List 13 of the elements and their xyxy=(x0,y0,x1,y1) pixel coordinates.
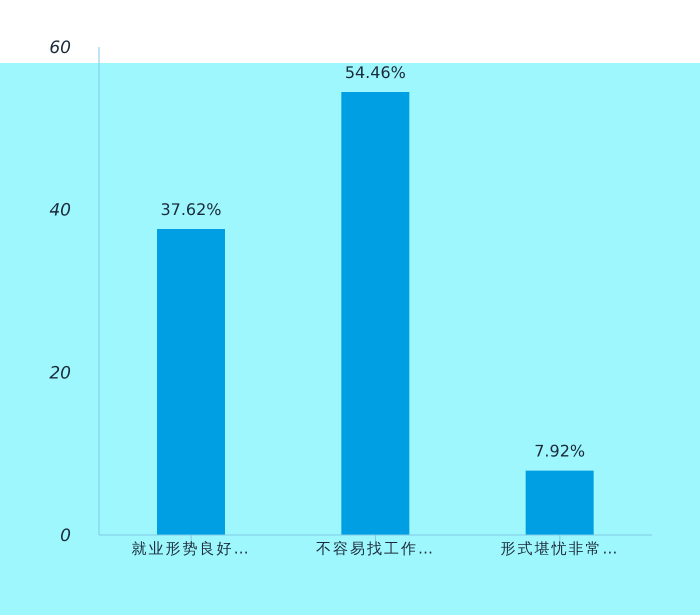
data-label: 54.46% xyxy=(344,63,406,82)
y-tick-label: 20 xyxy=(49,363,71,384)
bar xyxy=(526,470,594,535)
bar xyxy=(157,229,225,535)
y-tick-label: 40 xyxy=(49,200,71,221)
data-label: 7.92% xyxy=(534,442,586,461)
y-tick-label: 60 xyxy=(49,38,71,58)
data-label: 37.62% xyxy=(160,200,222,220)
x-tick-label: 就业形势良好… xyxy=(132,540,251,558)
y-tick-label: 0 xyxy=(60,526,71,546)
bar xyxy=(341,92,410,535)
x-tick-label: 不容易找工作… xyxy=(316,540,435,558)
x-tick-label: 形式堪忧非常… xyxy=(500,540,620,558)
